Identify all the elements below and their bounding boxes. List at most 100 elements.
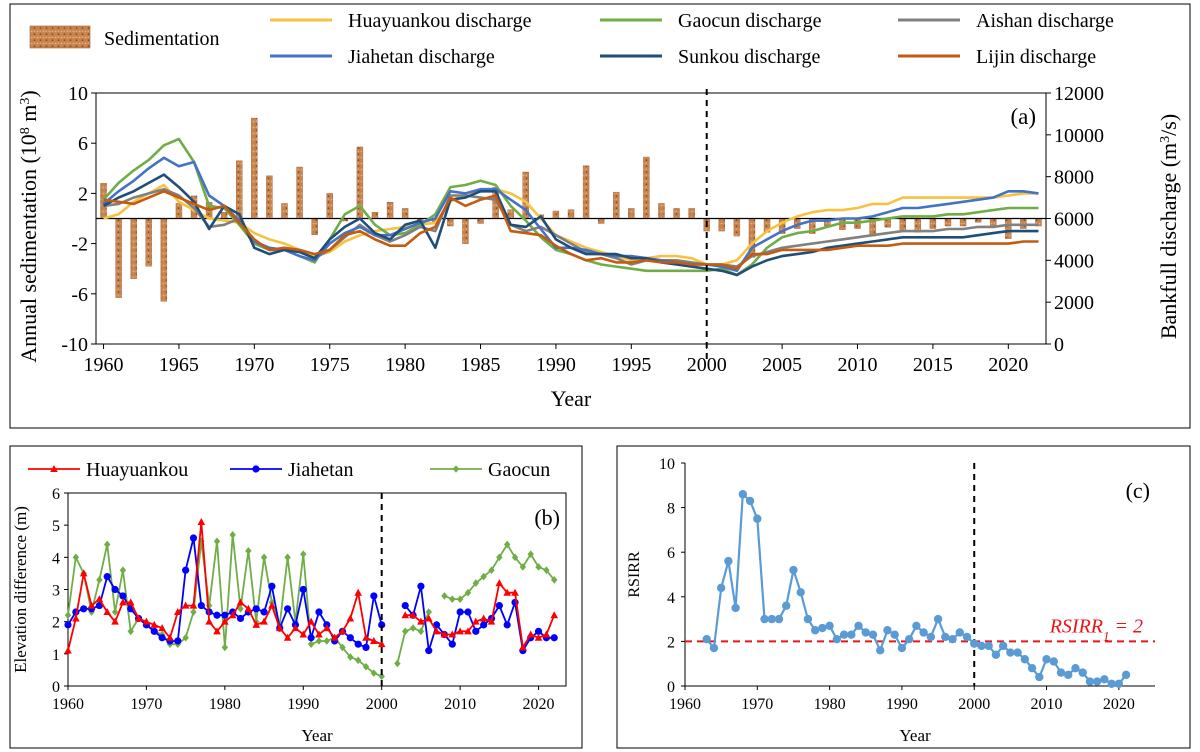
point-rsirr xyxy=(1092,677,1102,686)
point-gaocun xyxy=(370,669,378,677)
x-tick-label-c: 1990 xyxy=(886,696,918,713)
point-gaocun xyxy=(96,576,103,584)
point-rsirr xyxy=(774,614,784,624)
threshold-label-part: 1 xyxy=(1103,628,1110,643)
point-huayuankou xyxy=(526,630,535,638)
point-jiahetan xyxy=(480,621,488,629)
point-jiahetan xyxy=(550,634,558,642)
x-tick-label-a: 1990 xyxy=(536,354,576,376)
point-gaocun xyxy=(402,627,409,636)
sedimentation-bar xyxy=(733,218,741,237)
point-gaocun xyxy=(111,608,119,616)
x-tick-label-a: 1985 xyxy=(461,354,501,376)
point-gaocun xyxy=(503,540,511,549)
point-huayuankou xyxy=(64,646,72,654)
point-rsirr xyxy=(890,630,899,639)
sedimentation-bar xyxy=(175,203,183,219)
point-gaocun xyxy=(441,592,448,600)
point-jiahetan xyxy=(158,634,166,642)
x-tick-label-c: 1960 xyxy=(669,696,701,713)
point-huayuankou xyxy=(346,614,355,622)
legend-label: Aishan discharge xyxy=(976,10,1114,32)
sedimentation-bar xyxy=(718,218,725,232)
point-huayuankou xyxy=(534,633,543,641)
point-gaocun xyxy=(229,531,236,539)
sedimentation-bar xyxy=(628,208,635,219)
point-huayuankou xyxy=(268,601,276,609)
x-tick-label-c: 2020 xyxy=(1103,696,1135,713)
point-gaocun xyxy=(449,595,456,603)
y-axis-label-b: Elevation difference (m) xyxy=(11,506,30,673)
point-rsirr xyxy=(753,514,762,523)
point-gaocun xyxy=(480,572,487,581)
legend-label: Lijin discharge xyxy=(976,46,1096,68)
legend-label: Gaocun discharge xyxy=(678,10,822,32)
point-gaocun xyxy=(190,608,197,616)
point-huayuankou xyxy=(354,588,362,596)
point-gaocun xyxy=(551,576,558,584)
sedimentation-bar xyxy=(115,218,122,298)
x-tick-label-b: 2020 xyxy=(523,696,555,713)
point-gaocun xyxy=(339,643,346,652)
point-jiahetan xyxy=(417,582,425,590)
y-tick-label-a: 10 xyxy=(68,83,88,105)
point-rsirr xyxy=(760,614,769,624)
x-tick-label-a: 1960 xyxy=(84,354,124,376)
sedimentation-bar xyxy=(658,203,665,219)
y2-axis-label-a: Bankfull discharge (m3/s) xyxy=(1156,114,1181,339)
sedimentation-bar xyxy=(567,209,575,219)
y2-tick-label-a: 8000 xyxy=(1054,167,1094,189)
point-huayuankou xyxy=(244,604,253,612)
point-rsirr xyxy=(868,630,878,639)
point-huayuankou xyxy=(221,617,229,625)
sedimentation-bar xyxy=(944,218,952,227)
y-tick-label-a: 2 xyxy=(78,183,88,205)
y-axis-label-a-part: 8 xyxy=(18,127,33,134)
point-rsirr xyxy=(1056,668,1066,677)
point-huayuankou xyxy=(189,601,198,609)
sedimentation-bar xyxy=(251,117,258,219)
x-tick-label-b: 1980 xyxy=(209,696,241,713)
point-rsirr xyxy=(1020,655,1030,664)
sedimentation-bar xyxy=(311,218,318,236)
point-jiahetan xyxy=(448,640,456,648)
series-line-lijin-discharge xyxy=(103,190,1039,271)
point-huayuankou xyxy=(307,617,315,625)
point-gaocun xyxy=(362,662,370,671)
point-huayuankou xyxy=(511,588,519,596)
point-rsirr xyxy=(709,643,719,653)
point-huayuankou xyxy=(409,611,417,619)
sedimentation-bar xyxy=(582,165,590,219)
point-rsirr xyxy=(1107,679,1116,688)
sedimentation-bar xyxy=(220,212,228,219)
point-huayuankou xyxy=(111,617,119,625)
x-tick-label-a: 1980 xyxy=(385,354,425,376)
y-axis-label-a: Annual sedimentation (108 m3) xyxy=(16,90,41,362)
point-jiahetan xyxy=(370,592,378,600)
point-jiahetan xyxy=(260,608,268,616)
point-huayuankou xyxy=(283,633,292,641)
point-huayuankou xyxy=(401,611,410,619)
point-gaocun xyxy=(464,588,472,597)
y-tick-label-a: 6 xyxy=(78,133,88,155)
y-tick-label-a: -6 xyxy=(71,284,88,306)
point-jiahetan xyxy=(213,611,221,619)
x-axis-label-b: Year xyxy=(301,726,333,745)
sedimentation-bar xyxy=(447,218,454,227)
sedimentation-bar xyxy=(597,218,605,224)
y-tick-label-c: 2 xyxy=(667,634,675,651)
point-huayuankou xyxy=(519,643,527,651)
chart-b: 0 1 2 3 4 5 6 1960 1970 1980 1990 2000 2010 2020 Year E… xyxy=(11,459,567,745)
point-huayuankou xyxy=(291,624,300,632)
point-huayuankou xyxy=(72,614,80,622)
panel-label-c: (c) xyxy=(1126,478,1150,503)
point-huayuankou xyxy=(432,627,441,635)
sedimentation-bar xyxy=(688,208,695,219)
point-gaocun xyxy=(307,640,315,648)
sedimentation-bar xyxy=(613,191,620,219)
point-gaocun xyxy=(472,579,480,587)
point-gaocun xyxy=(64,611,72,620)
point-jiahetan xyxy=(150,627,158,635)
point-rsirr xyxy=(1100,675,1109,684)
point-gaocun xyxy=(378,672,385,681)
